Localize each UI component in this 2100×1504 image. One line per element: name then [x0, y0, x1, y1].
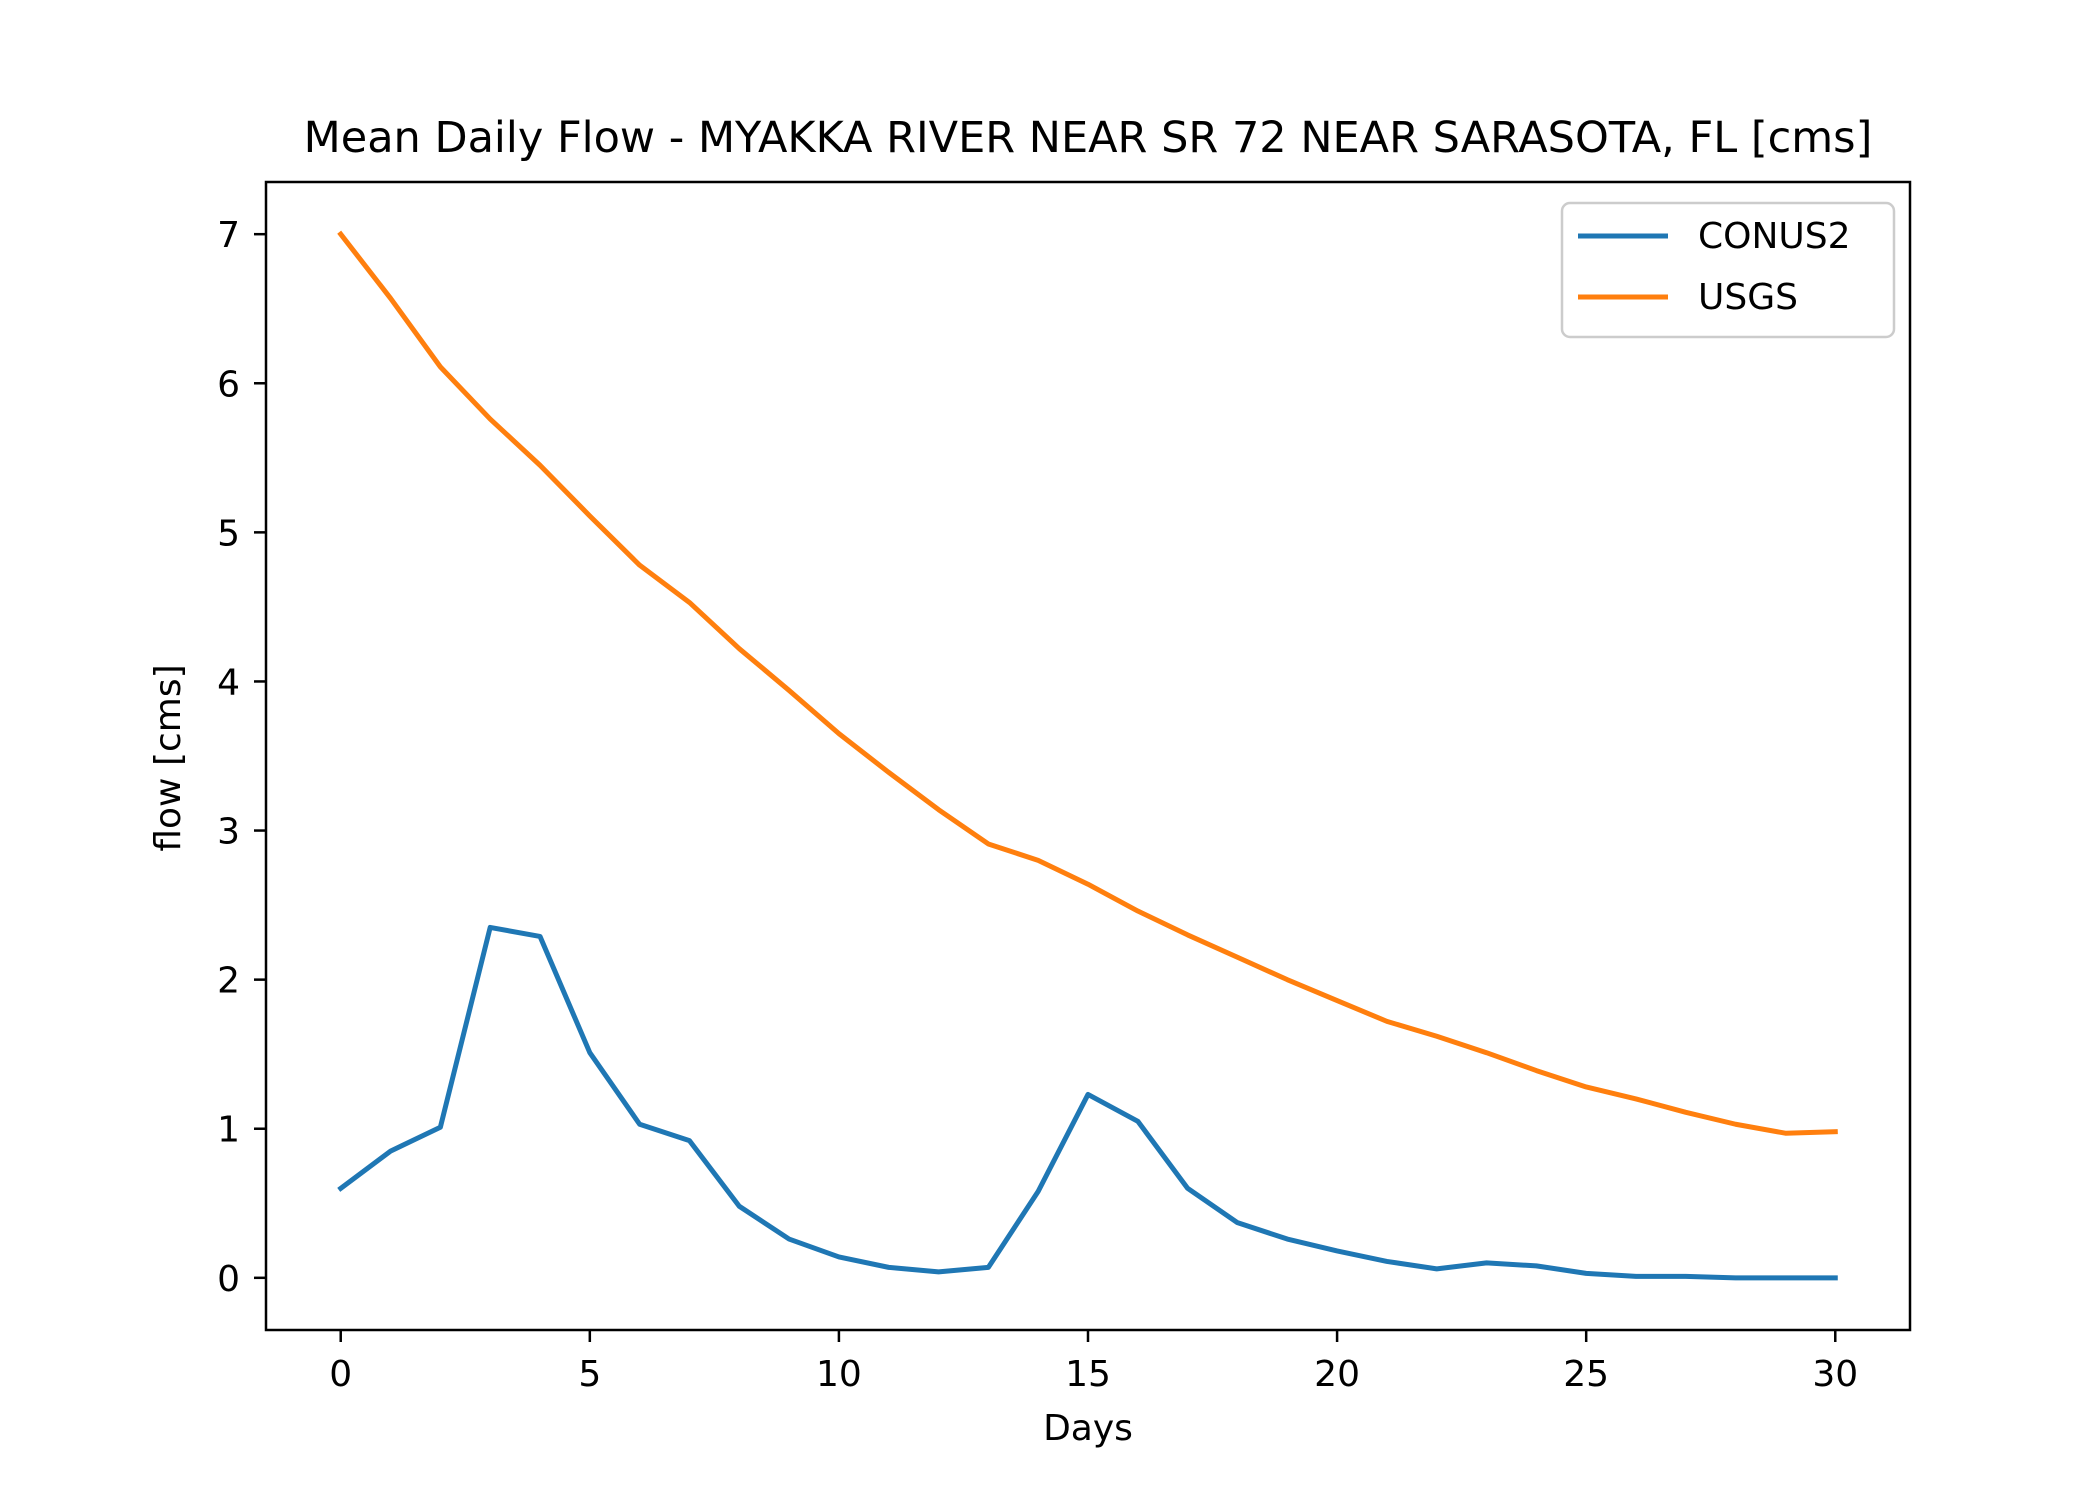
y-tick-label: 4: [217, 662, 240, 703]
y-tick-label: 5: [217, 513, 240, 554]
chart-title: Mean Daily Flow - MYAKKA RIVER NEAR SR 7…: [304, 113, 1873, 163]
y-tick-label: 2: [217, 961, 240, 1002]
x-tick-label: 30: [1812, 1354, 1858, 1395]
x-tick-label: 10: [816, 1354, 862, 1395]
legend-label-usgs: USGS: [1698, 277, 1798, 318]
y-tick-label: 3: [217, 812, 240, 853]
y-tick-label: 1: [217, 1110, 240, 1151]
x-axis-label: Days: [1043, 1408, 1133, 1449]
x-tick-label: 0: [329, 1354, 352, 1395]
x-tick-label: 15: [1065, 1354, 1111, 1395]
axes-layer: 0 5 10 15 20 25 30 0 1 2 3 4 5 6 7: [217, 180, 1912, 1395]
series-line-usgs: [337, 230, 1838, 1136]
x-tick-label: 20: [1314, 1354, 1360, 1395]
x-tick-label: 25: [1563, 1354, 1609, 1395]
series-layer: [337, 230, 1838, 1281]
y-axis-label: flow [cms]: [148, 664, 189, 851]
legend: CONUS2 USGS: [1560, 201, 1896, 339]
plot-background: [266, 182, 1910, 1330]
legend-label-conus2: CONUS2: [1698, 216, 1851, 257]
series-line-conus2: [337, 924, 1838, 1281]
y-tick-label: 6: [217, 364, 240, 405]
y-tick-label: 0: [217, 1259, 240, 1300]
y-tick-label: 7: [217, 215, 240, 256]
plot-area: [266, 182, 1910, 1330]
x-tick-label: 5: [578, 1354, 601, 1395]
